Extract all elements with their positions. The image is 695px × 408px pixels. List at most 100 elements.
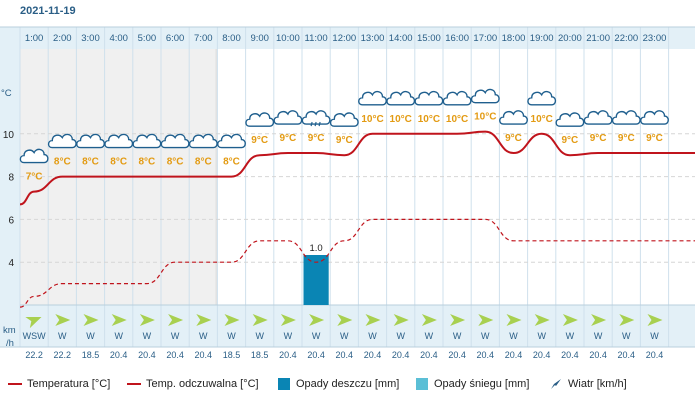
wind-speed: 20.4	[618, 350, 636, 360]
wind-arrow-shape	[450, 314, 466, 326]
cloud-icon	[301, 110, 331, 127]
cloud-icon	[245, 112, 275, 127]
wind-speed: 20.4	[448, 350, 466, 360]
hour-label: 7:00	[194, 33, 213, 44]
wind-arrow-icon	[393, 314, 409, 326]
legend-snow-label: Opady śniegu [mm]	[434, 378, 530, 390]
wind-speed: 20.4	[279, 350, 297, 360]
y-tick-label: 4	[8, 258, 14, 269]
rain-bar	[303, 255, 329, 305]
wind-speed: 20.4	[561, 350, 579, 360]
legend-temperature: Temperatura [°C]	[8, 378, 110, 390]
wind-direction: W	[86, 331, 95, 341]
legend-feels-like-swatch	[127, 383, 141, 385]
temp-label: 8°C	[195, 157, 212, 168]
wind-arrow-icon	[450, 314, 466, 326]
legend-rain-label: Opady deszczu [mm]	[296, 378, 400, 390]
hour-label: 5:00	[138, 33, 157, 44]
wind-direction: W	[114, 331, 123, 341]
wind-speed: 22.2	[54, 350, 72, 360]
wind-speed: 20.4	[420, 350, 438, 360]
wind-arrow-icon	[421, 314, 437, 326]
legend-rain-swatch	[278, 378, 290, 390]
wind-arrow-shape	[647, 314, 663, 326]
hour-label: 9:00	[250, 33, 269, 44]
temp-label: 9°C	[251, 135, 268, 146]
legend-snow: Opady śniegu [mm]	[416, 378, 529, 390]
wind-direction: W	[594, 331, 603, 341]
wind-direction: W	[622, 331, 631, 341]
cloud-shape	[414, 90, 444, 106]
wind-arrow-icon	[619, 314, 635, 326]
rain-drop	[318, 121, 321, 127]
wind-arrow-shape	[365, 314, 381, 326]
temp-unit-label: °C	[1, 88, 12, 99]
cloud-shape	[442, 90, 472, 106]
cloud-icon	[386, 90, 416, 106]
wind-unit-top: km	[3, 325, 16, 336]
left-axis-band	[0, 27, 20, 347]
wind-arrow-shape	[224, 314, 240, 326]
wind-direction: WSW	[23, 331, 46, 341]
wind-direction: W	[171, 331, 180, 341]
wind-arrow-icon	[365, 314, 381, 326]
hour-label: 3:00	[81, 33, 100, 44]
feels-like-line	[19, 218, 695, 308]
temp-label: 9°C	[308, 133, 325, 144]
wind-arrow-shape	[83, 314, 99, 326]
wind-direction: W	[453, 331, 462, 341]
wind-speed: 20.4	[166, 350, 184, 360]
temp-label: 10°C	[361, 114, 383, 125]
wind-arrow-icon	[111, 314, 127, 326]
wind-arrow-shape	[111, 314, 127, 326]
temp-label: 9°C	[562, 135, 579, 146]
wind-arrow-shape	[25, 317, 42, 329]
temp-label: 9°C	[618, 133, 635, 144]
wind-arrow-icon	[280, 314, 296, 326]
wind-arrow-shape	[280, 314, 296, 326]
hour-label: 1:00	[25, 33, 44, 44]
hour-label: 21:00	[586, 33, 610, 44]
wind-direction: W	[425, 331, 434, 341]
temp-label: 8°C	[54, 157, 71, 168]
wind-arrow-icon	[591, 314, 607, 326]
temp-label: 9°C	[336, 135, 353, 146]
wind-arrow-icon	[534, 314, 550, 326]
rain-drop	[310, 121, 313, 127]
hour-label: 10:00	[276, 33, 300, 44]
wind-arrow-shape	[591, 314, 607, 326]
hour-label: 20:00	[558, 33, 582, 44]
wind-speed: 20.4	[195, 350, 213, 360]
temp-label: 10°C	[446, 114, 468, 125]
cloud-shape	[245, 112, 275, 127]
legend-feels-like-label: Temp. odczuwalna [°C]	[146, 378, 259, 390]
cloud-shape	[470, 88, 500, 104]
wind-speed: 20.4	[138, 350, 156, 360]
hour-label: 11:00	[305, 33, 328, 44]
cloud-icon	[611, 110, 641, 125]
wind-arrow-icon	[224, 314, 240, 326]
temp-label: 10°C	[531, 114, 553, 125]
wind-speed: 18.5	[82, 350, 100, 360]
wind-direction: W	[566, 331, 575, 341]
hour-label: 2:00	[53, 33, 72, 44]
hour-label: 17:00	[473, 33, 497, 44]
wind-arrow-shape	[421, 314, 437, 326]
wind-direction: W	[396, 331, 405, 341]
wind-arrow-icon	[25, 317, 42, 329]
wind-arrow-shape	[196, 314, 212, 326]
cloud-shape	[555, 112, 585, 127]
wind-speed: 20.4	[336, 350, 354, 360]
y-tick-label: 6	[8, 215, 14, 226]
wind-speed: 18.5	[223, 350, 241, 360]
wind-direction: W	[143, 331, 152, 341]
temp-label: 7°C	[26, 172, 43, 183]
wind-unit-bottom: /h	[6, 338, 14, 349]
cloud-icon	[217, 133, 246, 149]
rain-drop	[314, 121, 317, 127]
cloud-icon	[329, 112, 359, 127]
wind-arrow-icon	[139, 314, 155, 326]
chart-date: 2021-11-19	[20, 5, 76, 17]
wind-arrow-icon	[252, 314, 268, 326]
wind-speed: 20.4	[646, 350, 664, 360]
